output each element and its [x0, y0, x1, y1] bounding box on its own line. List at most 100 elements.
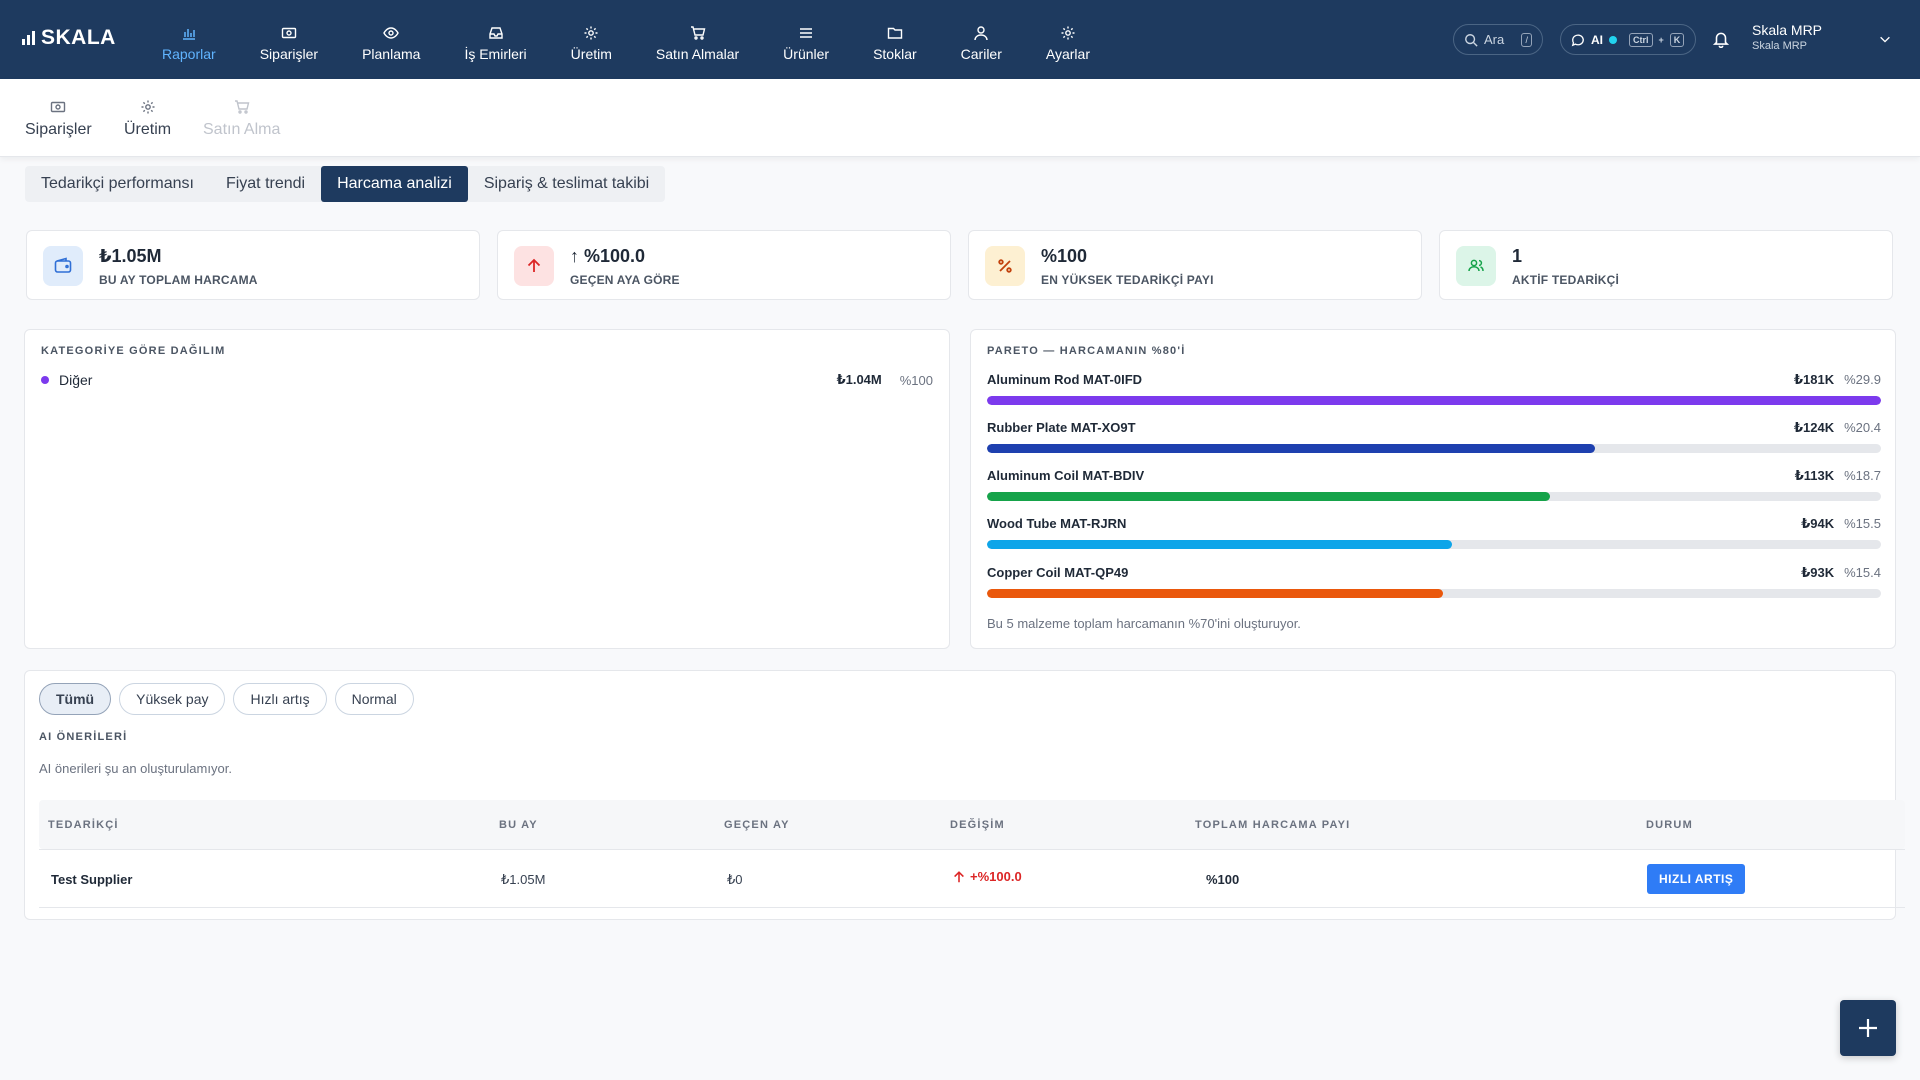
search-button[interactable]: Ara / [1453, 24, 1543, 55]
column-header[interactable]: BU AY [499, 818, 538, 831]
nav-label: Stoklar [873, 46, 917, 62]
pareto-panel: PARETO — HARCAMANIN %80'İ Aluminum Rod M… [970, 329, 1896, 649]
material-percent: %15.5 [1844, 516, 1881, 531]
column-header[interactable]: DEĞİŞİM [950, 818, 1005, 831]
cell-last-month: ₺0 [727, 872, 743, 887]
kpi-label: EN YÜKSEK TEDARİKÇİ PAYI [1041, 273, 1214, 287]
kpi-card-total-spend: ₺1.05M BU AY TOPLAM HARCAMA [26, 230, 480, 300]
nav-item-satin-almalar[interactable]: Satın Almalar [634, 0, 761, 79]
column-header[interactable]: TEDARİKÇİ [48, 818, 119, 831]
bell-icon[interactable] [1712, 30, 1730, 48]
tab-tedarikci-performansi[interactable]: Tedarikçi performansı [41, 175, 194, 192]
kpi-value: 1 [1512, 246, 1523, 266]
search-icon [1465, 33, 1478, 47]
cart-icon [234, 100, 250, 114]
tab-siparis-teslimat-takibi[interactable]: Sipariş & teslimat takibi [483, 175, 650, 192]
material-amount: ₺93K [1801, 565, 1835, 580]
nav-label: Planlama [362, 46, 421, 62]
user-menu[interactable]: Skala MRP Skala MRP [1752, 22, 1822, 52]
pareto-bar-track [987, 589, 1881, 598]
brand-logo[interactable]: SKALA [22, 26, 116, 50]
nav-label: Cariler [960, 46, 1002, 62]
filter-chip-normal[interactable]: Normal [334, 683, 414, 715]
nav-label: Ürünler [783, 46, 830, 62]
subnav-label: Siparişler [25, 121, 92, 138]
nav-item-raporlar[interactable]: Raporlar [140, 0, 238, 79]
material-percent: %18.7 [1844, 468, 1881, 483]
menu-icon [800, 28, 813, 38]
banknote-icon [51, 101, 66, 113]
nav-label: İş Emirleri [464, 46, 527, 62]
search-shortcut: / [1521, 32, 1532, 47]
material-amount: ₺181K [1794, 372, 1835, 387]
nav-item-is-emirleri[interactable]: İş Emirleri [442, 0, 548, 79]
column-header[interactable]: DURUM [1646, 818, 1693, 831]
arrow-up-icon [954, 870, 964, 882]
nav-item-ayarlar[interactable]: Ayarlar [1024, 0, 1112, 79]
material-name: Aluminum Rod MAT-0IFD [987, 372, 1143, 387]
kpi-value: %100 [1041, 246, 1088, 266]
kpi-card-active-suppliers: 1 AKTİF TEDARİKÇİ [1439, 230, 1893, 300]
chevron-down-icon[interactable] [1878, 32, 1892, 46]
ai-suggestions-title: AI ÖNERİLERİ [39, 731, 128, 743]
tab-harcama-analizi[interactable]: Harcama analizi [321, 166, 468, 202]
category-percent: %100 [899, 372, 933, 388]
pareto-row: Copper Coil MAT-QP49 ₺93K %15.4 [987, 565, 1881, 598]
ai-assistant-button[interactable]: AI Ctrl + K [1560, 24, 1696, 55]
material-amount: ₺113K [1794, 468, 1835, 483]
kpi-label: GEÇEN AYA GÖRE [570, 273, 680, 287]
pareto-bar-track [987, 444, 1881, 453]
category-distribution-panel: KATEGORİYE GÖRE DAĞILIM Diğer ₺1.04M %10… [24, 329, 950, 649]
supplier-table: TEDARİKÇİ BU AY GEÇEN AY DEĞİŞİM TOPLAM … [39, 800, 1905, 908]
kpi-value: ₺1.05M [99, 246, 162, 266]
ai-status-dot [1609, 35, 1617, 44]
users-icon [1456, 246, 1496, 286]
status-badge[interactable]: HIZLI ARTIŞ [1647, 864, 1746, 894]
filter-chips: Tümü Yüksek pay Hızlı artış Normal [39, 683, 414, 715]
nav-item-siparisler[interactable]: Siparişler [238, 0, 340, 79]
nav-label: Ayarlar [1045, 46, 1090, 62]
filter-chip-yuksek-pay[interactable]: Yüksek pay [119, 683, 226, 715]
nav-item-uretim[interactable]: Üretim [549, 0, 634, 79]
pareto-row: Aluminum Rod MAT-0IFD ₺181K %29.9 [987, 372, 1881, 405]
filter-chip-hizli-artis[interactable]: Hızlı artış [233, 683, 327, 715]
panel-title: KATEGORİYE GÖRE DAĞILIM [41, 345, 226, 357]
column-header[interactable]: GEÇEN AY [724, 818, 790, 831]
tab-fiyat-trendi[interactable]: Fiyat trendi [225, 175, 306, 192]
kpi-card-vs-last-month: ↑ %100.0 GEÇEN AYA GÖRE [497, 230, 951, 300]
nav-item-cariler[interactable]: Cariler [939, 0, 1024, 79]
ai-shortcut-k: K [1669, 32, 1685, 47]
arrow-up-icon [514, 246, 554, 286]
inbox-icon [488, 27, 503, 39]
gear-icon [584, 26, 598, 40]
cell-change: +%100.0 [952, 869, 1022, 884]
nav-item-planlama[interactable]: Planlama [340, 0, 442, 79]
nav-label: Üretim [570, 46, 612, 62]
subnav-item-siparisler[interactable]: Siparişler [25, 99, 92, 139]
panel-title: PARETO — HARCAMANIN %80'İ [987, 345, 1186, 357]
wallet-icon [43, 246, 83, 286]
top-navbar: SKALA Raporlar Siparişler Planlama İş Em… [0, 0, 1920, 79]
filter-chip-tumu[interactable]: Tümü [39, 683, 112, 715]
nav-item-urunler[interactable]: Ürünler [761, 0, 851, 79]
material-name: Rubber Plate MAT-XO9T [987, 420, 1136, 435]
nav-label: Siparişler [259, 46, 319, 62]
nav-item-stoklar[interactable]: Stoklar [851, 0, 939, 79]
user-name: Skala MRP [1752, 22, 1823, 38]
table-row[interactable]: Test Supplier ₺1.05M ₺0 +%100.0 %100 HIZ… [39, 849, 1905, 908]
column-header[interactable]: TOPLAM HARCAMA PAYI [1195, 818, 1351, 831]
change-value: +%100.0 [970, 869, 1022, 884]
pareto-row: Rubber Plate MAT-XO9T ₺124K %20.4 [987, 420, 1881, 453]
main-nav: Raporlar Siparişler Planlama İş Emirleri… [140, 0, 1112, 79]
pareto-note: Bu 5 malzeme toplam harcamanın %70'ini o… [987, 616, 1301, 631]
pareto-bar-fill [987, 492, 1551, 501]
pareto-row: Aluminum Coil MAT-BDIV ₺113K %18.7 [987, 468, 1881, 501]
subnav-item-satin-alma: Satın Alma [203, 99, 280, 139]
search-label: Ara [1484, 32, 1505, 47]
ai-suggestions-message: AI önerileri şu an oluşturulamıyor. [39, 761, 232, 776]
eye-icon [383, 27, 400, 39]
subnav-item-uretim[interactable]: Üretim [124, 99, 171, 139]
add-fab-button[interactable] [1840, 1000, 1896, 1056]
pareto-row: Wood Tube MAT-RJRN ₺94K %15.5 [987, 516, 1881, 549]
supplier-spend-panel: Tümü Yüksek pay Hızlı artış Normal AI ÖN… [24, 670, 1905, 920]
